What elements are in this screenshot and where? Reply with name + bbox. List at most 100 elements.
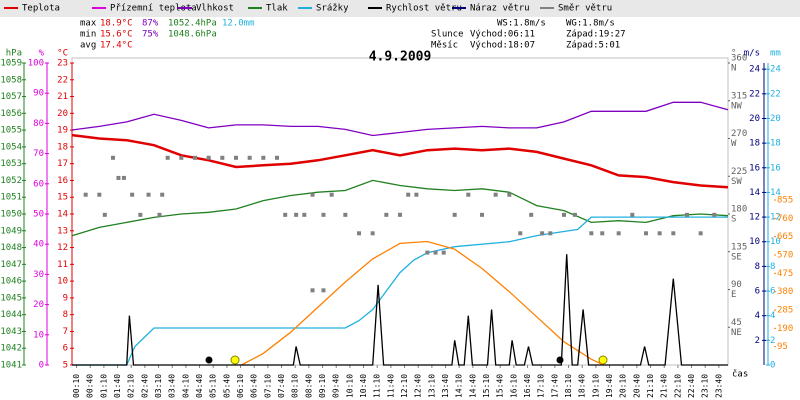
wind-direction-point (165, 155, 170, 160)
wind-direction-point (384, 212, 389, 217)
y-tick-label: 665 (777, 232, 793, 242)
y-tick-label: 225 (731, 167, 747, 177)
y-tick-label: 5 (63, 361, 68, 371)
wind-direction-point (433, 250, 438, 255)
stat-text: avg (80, 41, 96, 51)
x-tick-label: 20:40 (632, 374, 641, 398)
y-tick-label: 760 (777, 214, 793, 224)
y-tick-label: 10 (57, 277, 68, 287)
x-tick-label: 01:40 (113, 374, 122, 398)
y-tick-label: 6 (770, 287, 775, 297)
wind-direction-point (452, 212, 457, 217)
wind-direction-point (97, 192, 102, 197)
y-tick-label: 1053 (0, 159, 22, 169)
wind-direction-point (275, 155, 279, 160)
y-tick-label: 80 (33, 119, 44, 129)
y-tick-label: 13 (57, 226, 68, 236)
wind-direction-point (283, 212, 288, 217)
wind-direction-point (160, 192, 165, 197)
info-text: Měsíc (431, 41, 458, 51)
series-line (71, 133, 729, 189)
wind-direction-point (589, 231, 594, 236)
y-tick-label: 180 (731, 205, 747, 215)
wind-direction-point (493, 192, 498, 197)
x-tick-label: 15:40 (496, 374, 505, 398)
y-tick-label: 18 (749, 139, 760, 149)
wind-direction-point (466, 192, 471, 197)
x-tick-label: 08:10 (291, 374, 300, 398)
y-tick-label: 21 (57, 92, 68, 102)
x-tick-label: 22:40 (687, 374, 696, 398)
wind-direction-point (102, 212, 107, 217)
y-tick-label: 15 (57, 193, 68, 203)
y-tick-label: 20 (770, 114, 781, 124)
info-text: Západ:19:27 (566, 30, 626, 40)
x-tick-label: 03:40 (168, 374, 177, 398)
axis-title: mm (770, 49, 781, 59)
x-tick-label: 20:10 (619, 374, 628, 398)
x-tick-label: 14:40 (468, 374, 477, 398)
wind-direction-point (83, 192, 88, 197)
y-tick-label: 19 (57, 126, 68, 136)
y-tick-label: 1047 (0, 260, 22, 270)
wind-direction-point (138, 212, 143, 217)
legend-label: Rychlost větru (386, 4, 462, 14)
y-tick-label: 16 (770, 163, 781, 173)
series-line (72, 254, 728, 366)
y-tick-label: 24 (770, 65, 781, 75)
x-tick-label: 23:10 (701, 374, 710, 398)
compass-label: NW (731, 101, 742, 111)
stat-text: min (80, 30, 96, 40)
y-tick-label: 315 (731, 91, 747, 101)
y-tick-label: 100 (28, 59, 44, 69)
compass-label: E (731, 290, 736, 300)
y-tick-label: 30 (33, 270, 44, 280)
wind-direction-point (321, 288, 326, 293)
y-tick-label: 18 (57, 142, 68, 152)
y-tick-label: 90 (33, 89, 44, 99)
wind-direction-point (121, 175, 126, 180)
y-tick-label: 18 (770, 139, 781, 149)
y-tick-label: 1052 (0, 176, 22, 186)
y-tick-label: 1056 (0, 109, 22, 119)
y-tick-label: 40 (33, 240, 44, 250)
legend-label: Srážky (316, 4, 349, 14)
info-text: WG:1.8m/s (566, 19, 615, 29)
wind-direction-point (157, 212, 162, 217)
y-tick-label: 1051 (0, 193, 22, 203)
wind-direction-point (480, 212, 484, 217)
stat-text: 1048.6hPa (168, 30, 217, 40)
x-tick-label: 17:10 (537, 374, 546, 398)
y-tick-label: 1041 (0, 361, 22, 371)
wind-direction-point (600, 231, 605, 236)
x-tick-label: 14:10 (455, 374, 464, 398)
wind-direction-point (343, 212, 348, 217)
x-tick-label: 18:40 (578, 374, 587, 398)
wind-direction-point (130, 192, 135, 197)
x-tick-label: 07:40 (277, 374, 286, 398)
moonset-icon (205, 356, 213, 364)
y-tick-label: 475 (777, 269, 793, 279)
wind-direction-point (193, 155, 197, 160)
moonrise-icon (556, 356, 564, 364)
wind-direction-point (712, 212, 717, 217)
wind-direction-point (657, 231, 662, 236)
wind-direction-point (548, 231, 553, 236)
y-tick-label: 1048 (0, 243, 22, 253)
y-tick-label: 20 (749, 114, 760, 124)
compass-label: NE (731, 328, 742, 338)
y-tick-label: 12 (749, 213, 760, 223)
y-tick-label: 380 (777, 287, 793, 297)
legend-label: Přízemní teplota (110, 4, 197, 14)
wind-direction-point (685, 212, 689, 217)
stat-text: 15.6°C (100, 30, 133, 40)
y-tick-label: 8 (770, 262, 775, 272)
wind-direction-point (302, 212, 307, 217)
x-tick-label: 05:10 (209, 374, 218, 398)
axis-title: ° (731, 49, 736, 59)
y-tick-label: 12 (770, 213, 781, 223)
legend-bar (0, 0, 800, 17)
y-tick-label: 50 (33, 210, 44, 220)
y-tick-label: 2 (770, 336, 775, 346)
wind-direction-point (179, 155, 184, 160)
